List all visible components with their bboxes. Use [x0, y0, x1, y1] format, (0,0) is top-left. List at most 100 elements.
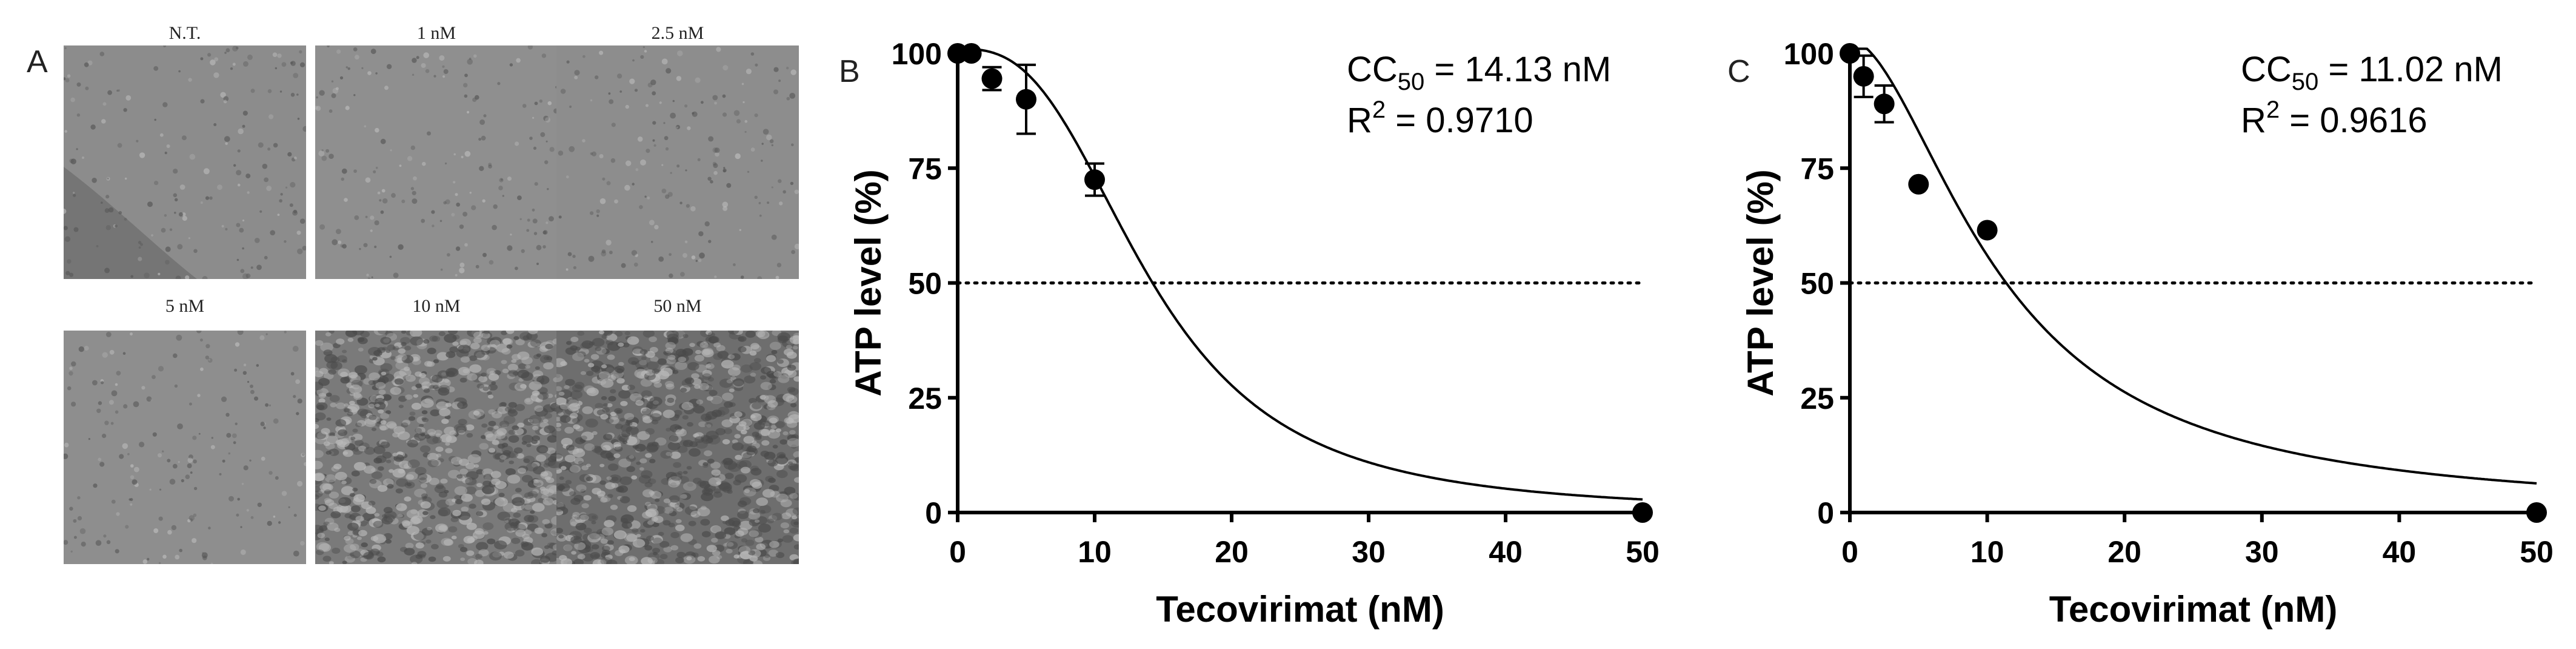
micrograph-cell	[676, 507, 683, 512]
micrograph-cell	[73, 536, 77, 539]
micrograph-cell	[617, 73, 622, 79]
micrograph-cell	[317, 533, 325, 539]
micrograph-cell	[707, 459, 715, 464]
micrograph-cell	[595, 403, 604, 409]
micrograph-cell	[146, 396, 152, 402]
micrograph-cell	[682, 440, 693, 448]
micrograph-cell	[726, 548, 733, 554]
micrograph-cell	[712, 147, 718, 153]
micrograph-cell	[380, 138, 386, 144]
micrograph-label: 50 nM	[653, 296, 702, 316]
micrograph-cell	[542, 230, 547, 235]
micrograph-cell	[404, 548, 415, 556]
micrograph-cell	[508, 435, 519, 443]
micrograph-cell	[556, 468, 562, 474]
micrograph-cell	[341, 168, 347, 174]
micrograph-cell	[684, 506, 698, 516]
micrograph-cell	[533, 232, 538, 235]
micrograph-cell	[473, 350, 486, 358]
x-tick-label: 40	[2383, 535, 2417, 569]
micrograph-cell	[159, 133, 164, 137]
r2-prefix: R	[1347, 101, 1372, 140]
micrograph-cell	[104, 420, 109, 425]
micrograph-cell	[641, 557, 653, 564]
micrograph-cell	[497, 406, 509, 414]
y-tick-label: 100	[892, 37, 942, 71]
micrograph-cell	[718, 406, 730, 415]
micrograph-cell	[67, 386, 72, 391]
micrograph-cell	[542, 419, 549, 423]
micrograph-cell	[550, 530, 556, 534]
micrograph-cell	[629, 557, 635, 562]
micrograph-cell	[256, 364, 259, 367]
micrograph-cell	[624, 533, 637, 542]
y-tick-label: 25	[1800, 382, 1834, 415]
micrograph-cell	[560, 361, 567, 366]
micrograph-cell	[292, 210, 298, 216]
micrograph-cell	[448, 526, 458, 533]
micrograph-cell	[584, 527, 592, 534]
micrograph-cell	[479, 166, 484, 171]
micrograph-cell	[427, 459, 439, 468]
micrograph-cell	[714, 275, 717, 278]
micrograph-cell	[257, 502, 262, 507]
micrograph-cell	[333, 463, 342, 469]
micrograph-cell	[719, 378, 733, 388]
micrograph-cell	[496, 428, 507, 435]
micrograph-cell	[619, 549, 626, 554]
micrograph-cell	[641, 470, 653, 479]
micrograph-cell	[502, 449, 511, 456]
micrograph-cell	[734, 434, 741, 439]
micrograph-cell	[591, 365, 601, 372]
micrograph-cell	[602, 403, 609, 407]
micrograph-cell	[527, 341, 537, 348]
micrograph-cell	[568, 465, 579, 473]
micrograph-cell	[570, 521, 578, 526]
micrograph-cell	[192, 538, 197, 543]
micrograph-cell	[445, 351, 456, 358]
micrograph-cell	[355, 372, 366, 380]
micrograph-cell	[293, 156, 297, 160]
micrograph-cell	[546, 140, 548, 143]
micrograph-cell	[658, 531, 664, 536]
micrograph-cell	[379, 199, 382, 202]
micrograph-cell	[632, 539, 646, 548]
micrograph-cell	[632, 348, 643, 356]
micrograph-cell	[677, 471, 683, 476]
micrograph-cell	[123, 404, 128, 409]
micrograph-cell	[130, 464, 134, 468]
micrograph-cell	[497, 82, 501, 86]
micrograph-cell	[219, 472, 222, 476]
micrograph-cell	[722, 168, 727, 173]
micrograph-cell	[606, 240, 612, 246]
micrograph-cell	[222, 459, 225, 463]
micrograph-cell	[639, 349, 648, 355]
micrograph-cell	[240, 549, 246, 555]
micrograph-cell	[347, 403, 360, 412]
micrograph-cell	[476, 483, 482, 488]
micrograph-cell	[412, 198, 418, 204]
micrograph-cell	[402, 420, 410, 426]
micrograph-cell	[445, 199, 450, 204]
micrograph-cell	[792, 493, 799, 501]
micrograph-cell	[369, 414, 377, 420]
micrograph-cell	[775, 455, 789, 465]
micrograph-cell	[341, 486, 355, 496]
micrograph-cell	[386, 64, 392, 69]
micrograph-cell	[519, 218, 522, 220]
micrograph-cell	[117, 143, 122, 148]
micrograph-cell	[368, 403, 375, 409]
micrograph-cell	[565, 347, 576, 355]
micrograph-cell	[418, 474, 432, 483]
micrograph-cell	[636, 534, 641, 537]
micrograph-cell	[363, 378, 373, 385]
micrograph-cell	[587, 363, 595, 368]
micrograph-cell	[535, 343, 541, 347]
micrograph-cell	[435, 523, 449, 533]
micrograph-cell	[302, 246, 306, 251]
micrograph-cell	[614, 331, 623, 337]
micrograph-cell	[407, 439, 418, 448]
micrograph-cell	[151, 234, 153, 237]
micrograph-cell	[684, 240, 688, 244]
micrograph-cell	[533, 479, 544, 487]
